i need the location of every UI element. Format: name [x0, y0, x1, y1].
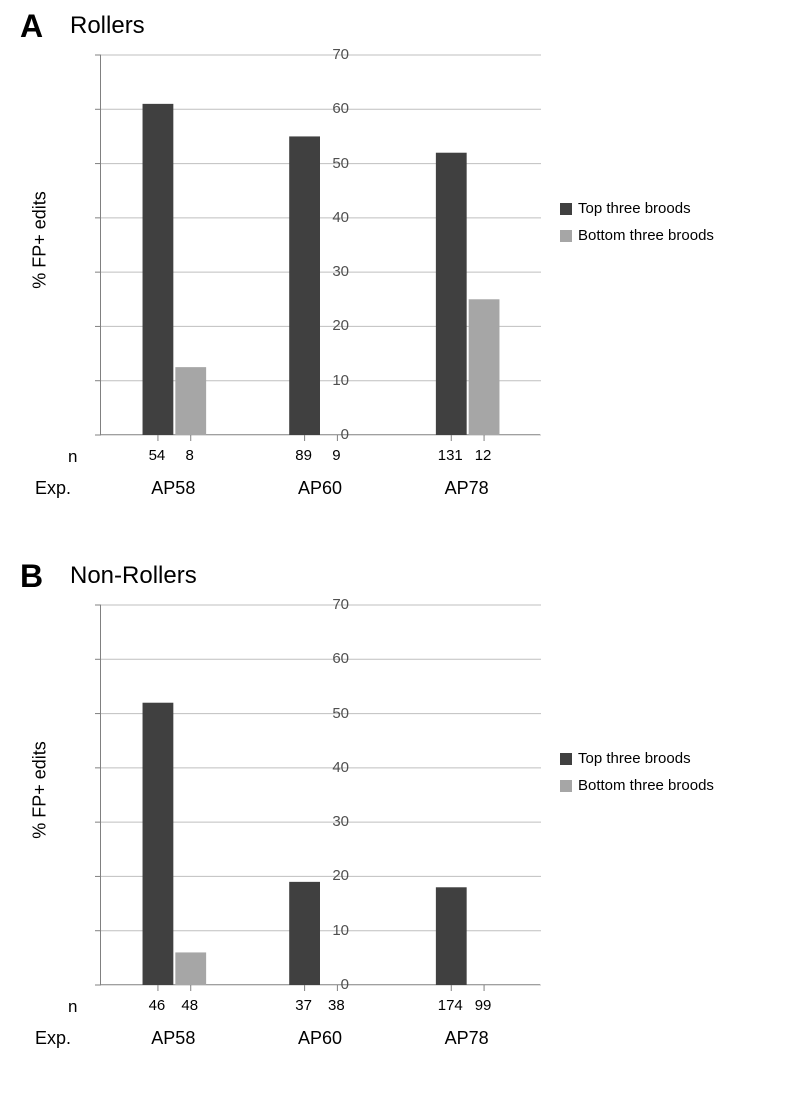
panel-rollers: A Rollers % FP+ edits Top three broods B… [0, 0, 797, 540]
n-value: 54 [142, 447, 172, 464]
legend-item-bottom: Bottom three broods [560, 227, 714, 244]
y-tick-label: 20 [309, 867, 349, 884]
category-label: AP58 [143, 1028, 203, 1049]
n-value: 46 [142, 997, 172, 1014]
y-tick-label: 50 [309, 705, 349, 722]
panel-title: Non-Rollers [70, 562, 197, 590]
n-value: 38 [321, 997, 351, 1014]
n-value: 48 [175, 997, 205, 1014]
category-label: AP58 [143, 478, 203, 499]
legend-item-top: Top three broods [560, 750, 714, 767]
y-tick-label: 50 [309, 155, 349, 172]
n-value: 12 [468, 447, 498, 464]
legend-swatch-bottom [560, 230, 572, 242]
legend-item-bottom: Bottom three broods [560, 777, 714, 794]
legend-swatch-top [560, 203, 572, 215]
panel-letter: A [20, 8, 43, 45]
n-value: 131 [435, 447, 465, 464]
panel-nonrollers: B Non-Rollers % FP+ edits Top three broo… [0, 550, 797, 1090]
y-axis-label: % FP+ edits [30, 191, 51, 289]
n-value: 99 [468, 997, 498, 1014]
y-tick-label: 70 [309, 596, 349, 613]
n-value: 8 [175, 447, 205, 464]
n-value: 174 [435, 997, 465, 1014]
legend-text-top: Top three broods [578, 750, 691, 767]
y-tick-label: 20 [309, 317, 349, 334]
exp-label: Exp. [35, 478, 71, 499]
n-label: n [68, 447, 77, 467]
y-tick-label: 40 [309, 759, 349, 776]
category-label: AP78 [437, 478, 497, 499]
y-tick-label: 10 [309, 372, 349, 389]
legend-swatch-bottom [560, 780, 572, 792]
y-axis-label: % FP+ edits [30, 741, 51, 839]
exp-label: Exp. [35, 1028, 71, 1049]
legend-swatch-top [560, 753, 572, 765]
category-label: AP78 [437, 1028, 497, 1049]
n-value: 89 [289, 447, 319, 464]
y-tick-label: 40 [309, 209, 349, 226]
legend-text-bottom: Bottom three broods [578, 227, 714, 244]
y-tick-label: 30 [309, 263, 349, 280]
y-tick-label: 30 [309, 813, 349, 830]
panel-letter: B [20, 558, 43, 595]
legend-item-top: Top three broods [560, 200, 714, 217]
y-tick-label: 60 [309, 100, 349, 117]
category-label: AP60 [290, 478, 350, 499]
n-value: 37 [289, 997, 319, 1014]
y-tick-label: 10 [309, 922, 349, 939]
category-label: AP60 [290, 1028, 350, 1049]
legend-a: Top three broods Bottom three broods [560, 200, 714, 254]
legend-b: Top three broods Bottom three broods [560, 750, 714, 804]
y-tick-label: 0 [309, 426, 349, 443]
y-tick-label: 60 [309, 650, 349, 667]
panel-title: Rollers [70, 12, 145, 40]
n-value: 9 [321, 447, 351, 464]
legend-text-top: Top three broods [578, 200, 691, 217]
n-label: n [68, 997, 77, 1017]
y-tick-label: 0 [309, 976, 349, 993]
legend-text-bottom: Bottom three broods [578, 777, 714, 794]
y-tick-label: 70 [309, 46, 349, 63]
